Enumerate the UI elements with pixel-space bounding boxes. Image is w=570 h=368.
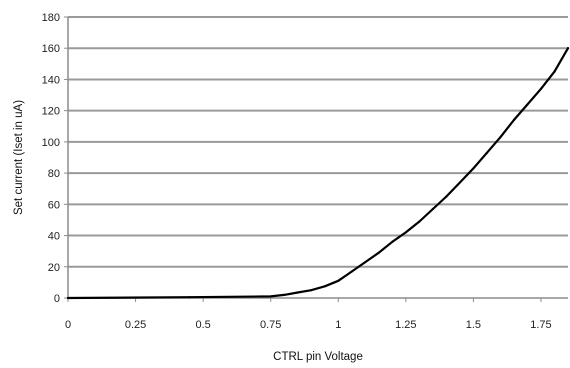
data-point (445, 195, 448, 198)
x-axis-title: CTRL pin Voltage (273, 351, 363, 363)
y-tick-label: 120 (42, 106, 60, 118)
series (66, 47, 570, 300)
data-point (283, 293, 286, 296)
data-point (539, 87, 543, 90)
data-point (512, 118, 516, 122)
data-point (391, 240, 394, 243)
x-tick-label: 0.25 (125, 319, 146, 331)
x-tick-label: 1 (335, 319, 341, 331)
data-point (526, 103, 529, 106)
x-tick-label: 0.5 (195, 319, 210, 331)
data-point (566, 47, 570, 50)
data-point (472, 167, 475, 170)
data-point (296, 291, 299, 294)
data-point (553, 70, 556, 73)
x-tick-label: 0 (65, 319, 71, 331)
data-point (66, 296, 70, 300)
y-tick-label: 80 (48, 168, 60, 180)
data-point (418, 220, 421, 223)
data-point (458, 181, 461, 184)
grid (68, 16, 568, 268)
data-point (431, 207, 434, 211)
y-tick-label: 140 (42, 74, 60, 86)
data-point (269, 295, 272, 298)
data-point (404, 231, 407, 234)
y-tick-label: 60 (48, 199, 60, 211)
x-tick-label: 1.25 (395, 319, 416, 331)
y-tick-label: 20 (48, 262, 60, 274)
y-tick-label: 180 (42, 12, 60, 24)
x-tick-label: 1.5 (466, 319, 481, 331)
data-point (377, 251, 380, 254)
y-axis-title: Set current (Iset in uA) (13, 100, 25, 215)
data-point (310, 289, 313, 292)
axes (64, 16, 568, 302)
data-point (364, 260, 367, 264)
x-tick-label: 1.75 (530, 319, 551, 331)
data-point (485, 151, 489, 154)
y-tick-label: 100 (42, 137, 60, 149)
y-tick-label: 0 (54, 293, 60, 305)
data-point (350, 270, 353, 273)
y-tick-label: 40 (48, 231, 60, 243)
data-point (499, 136, 502, 139)
y-tick-label: 160 (42, 43, 60, 55)
data-point (188, 296, 191, 299)
x-tick-label: 0.75 (260, 319, 281, 331)
tick-labels: 0 20 40 60 80 100 120 140 160 180 0 0.25 0.5 0.75 1 1.2… (42, 12, 552, 331)
data-point (337, 279, 340, 282)
data-point (323, 285, 326, 288)
